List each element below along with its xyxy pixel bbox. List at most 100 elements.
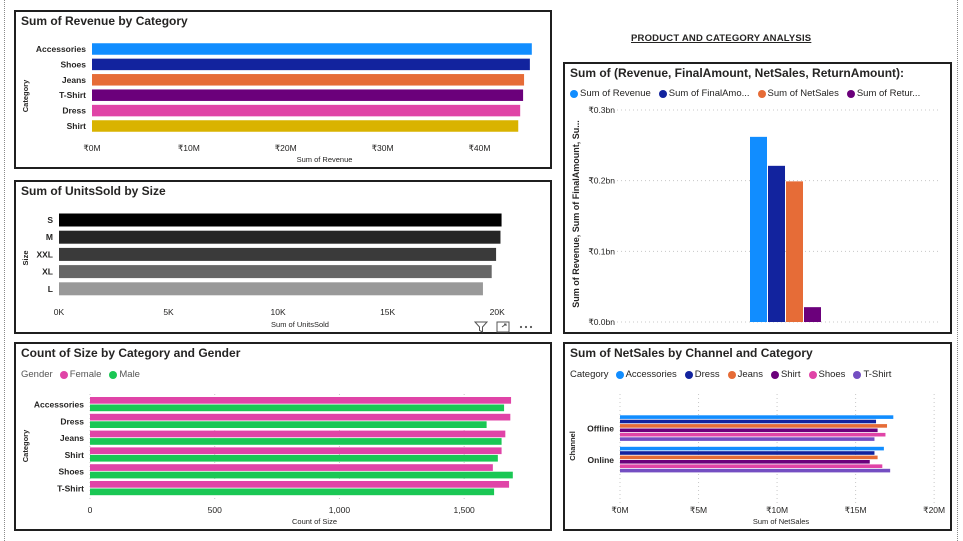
- y-tick-label: ₹0.3bn: [588, 105, 615, 115]
- x-tick-label: ₹0M: [83, 143, 100, 153]
- y-tick-label: ₹0.1bn: [588, 246, 615, 256]
- unitssold-by-size-panel[interactable]: Sum of UnitsSold by Size 0K 5K 10K 15K 20K Su…: [14, 180, 552, 334]
- y-axis-title: Category: [21, 429, 30, 462]
- category-label: Shoes: [60, 59, 86, 69]
- bar-t-shirt: [620, 468, 891, 473]
- category-label: Accessories: [36, 44, 86, 54]
- bar-shirt: [620, 460, 870, 464]
- legend-marker: [853, 370, 862, 379]
- legend-item[interactable]: Male: [109, 369, 140, 380]
- legend-marker: [846, 89, 855, 98]
- legend-item[interactable]: Dress: [684, 369, 720, 380]
- legend-item[interactable]: Shirt: [770, 369, 801, 380]
- category-label: T-Shirt: [59, 90, 86, 100]
- bar-female: [90, 464, 493, 471]
- bar: [59, 265, 492, 279]
- bar: [92, 74, 525, 86]
- x-tick-label: ₹20M: [923, 505, 945, 515]
- category-label: Shirt: [67, 121, 87, 131]
- x-axis-title: Sum of NetSales: [753, 517, 810, 526]
- legend-item[interactable]: Sum of Retur...: [846, 88, 920, 99]
- category-label: Jeans: [60, 433, 84, 443]
- legend-item[interactable]: Sum of Revenue: [570, 88, 651, 99]
- x-tick-label: 20K: [490, 307, 505, 317]
- bar-female: [90, 430, 506, 438]
- x-tick-label: 1,000: [329, 505, 351, 515]
- legend-label: T-Shirt: [863, 369, 892, 380]
- legend-label: Sum of Revenue: [580, 88, 651, 99]
- legend-marker: [684, 370, 693, 379]
- legend-label: Sum of FinalAmo...: [668, 88, 750, 99]
- canvas-right-border: [957, 0, 958, 541]
- chart-legend: Category Accessories Dress Jeans Shirt S…: [570, 369, 895, 380]
- chart-title: Sum of Revenue by Category: [21, 14, 188, 28]
- legend-label: Sum of NetSales: [767, 88, 839, 99]
- category-label: T-Shirt: [57, 484, 84, 494]
- legend-item[interactable]: Female: [59, 369, 102, 380]
- bar-male: [90, 454, 498, 462]
- size-count-panel[interactable]: Count of Size by Category and Gender Gen…: [14, 342, 552, 531]
- y-axis-title: Channel: [568, 431, 577, 461]
- bar-accessories: [620, 415, 894, 419]
- x-axis-title: Sum of UnitsSold: [271, 320, 329, 329]
- category-label: L: [48, 284, 53, 294]
- legend-label: Female: [69, 369, 102, 380]
- bar-female: [90, 397, 512, 404]
- filter-icon[interactable]: [473, 321, 489, 336]
- category-label: Accessories: [34, 400, 84, 410]
- bar-sum-of-finalamount: [768, 165, 785, 322]
- canvas-left-border: [4, 0, 5, 541]
- legend-item[interactable]: Accessories: [615, 369, 677, 380]
- bar-male: [90, 404, 505, 412]
- bar-female: [90, 447, 502, 455]
- bar-dress: [620, 419, 877, 424]
- y-axis-title: Size: [21, 250, 30, 265]
- legend-label: Jeans: [737, 369, 763, 380]
- legend-marker: [770, 370, 779, 379]
- x-tick-label: ₹10M: [178, 143, 200, 153]
- y-axis-title: Category: [21, 79, 30, 112]
- bar: [92, 120, 519, 132]
- bar: [92, 43, 532, 55]
- x-tick-label: 0: [88, 505, 93, 515]
- legend-title: Gender: [21, 369, 53, 380]
- bar-accessories: [620, 446, 884, 451]
- legend-marker: [570, 89, 578, 98]
- bar-sum-of-netsales: [786, 181, 803, 322]
- legend-label: Shirt: [780, 369, 801, 380]
- legend-marker: [615, 370, 624, 379]
- more-options-icon[interactable]: [518, 321, 534, 336]
- bar: [59, 230, 501, 244]
- focus-mode-icon[interactable]: [496, 321, 510, 336]
- x-tick-label: ₹30M: [372, 143, 394, 153]
- category-label: Offline: [587, 424, 614, 434]
- category-label: Dress: [60, 416, 84, 426]
- bar-jeans: [620, 455, 878, 460]
- chart-title: Sum of NetSales by Channel and Category: [570, 346, 813, 360]
- legend-marker: [109, 370, 118, 379]
- bar-female: [90, 413, 511, 421]
- category-label: Shoes: [58, 467, 84, 477]
- category-label: S: [47, 215, 53, 225]
- totals-column-panel[interactable]: Sum of (Revenue, FinalAmount, NetSales, …: [563, 62, 952, 334]
- legend-title: Category: [570, 369, 609, 380]
- x-tick-label: 10K: [271, 307, 286, 317]
- legend-marker: [757, 89, 766, 98]
- totals-column-chart: ₹0.0bn ₹0.1bn ₹0.2bn ₹0.3bn Sum of Revenue, …: [571, 105, 940, 327]
- legend-item[interactable]: Shoes: [808, 369, 845, 380]
- x-tick-label: ₹40M: [469, 143, 491, 153]
- legend-item[interactable]: Sum of NetSales: [757, 88, 839, 99]
- bar: [59, 247, 497, 261]
- legend-item[interactable]: Sum of FinalAmo...: [658, 88, 750, 99]
- legend-item[interactable]: Jeans: [727, 369, 763, 380]
- legend-item[interactable]: T-Shirt: [853, 369, 891, 380]
- netsales-panel[interactable]: Sum of NetSales by Channel and Category …: [563, 342, 952, 531]
- x-tick-label: ₹10M: [766, 505, 788, 515]
- bar-t-shirt: [620, 437, 875, 441]
- bar: [92, 104, 521, 117]
- bar: [59, 213, 502, 227]
- bar-shoes: [620, 464, 883, 468]
- chart-legend: Sum of Revenue Sum of FinalAmo... Sum of…: [570, 88, 924, 99]
- bar-female: [90, 481, 510, 488]
- revenue-by-category-panel[interactable]: Sum of Revenue by Category ₹0M ₹10M ₹20M ₹3…: [14, 10, 552, 169]
